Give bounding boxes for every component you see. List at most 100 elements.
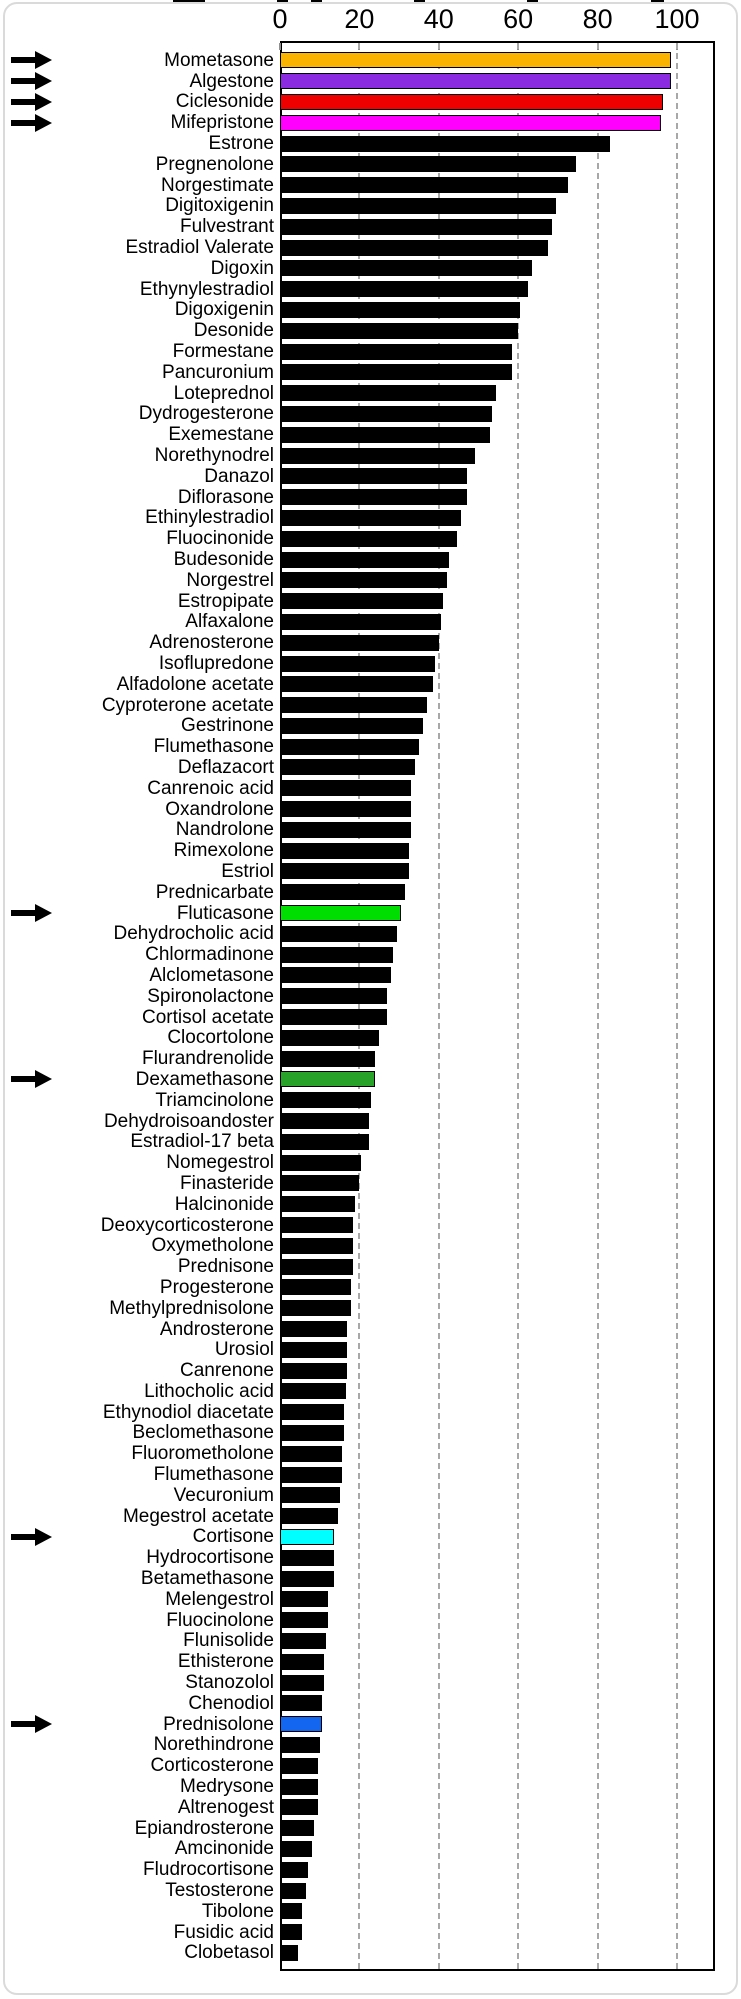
bar-row: Norethynodrel	[0, 445, 741, 466]
bar-row: Digoxigenin	[0, 300, 741, 321]
bar	[280, 801, 411, 818]
bar	[280, 1092, 372, 1109]
bar	[280, 905, 402, 922]
bar	[280, 1237, 354, 1254]
bar-row: Diflorasone	[0, 487, 741, 508]
bar	[280, 738, 419, 755]
bar	[280, 1341, 348, 1358]
bar-label: Vecuronium	[173, 1484, 274, 1506]
bar-label: Medrysone	[180, 1776, 274, 1798]
bar-label: Finasteride	[180, 1172, 274, 1194]
bar-row: Estriol	[0, 861, 741, 882]
bar-row: Chlormadinone	[0, 944, 741, 965]
bar-row: Amcinonide	[0, 1839, 741, 1860]
bar-label: Mometasone	[164, 49, 274, 71]
bar-label: Estropipate	[177, 590, 274, 612]
x-axis-tick-mark	[279, 43, 281, 50]
bar-row: Nomegestrol	[0, 1152, 741, 1173]
bar	[280, 1009, 388, 1026]
x-axis-tick-label: 100	[654, 4, 700, 34]
x-axis-tick-label: 0	[272, 4, 288, 34]
bar-row: Vecuronium	[0, 1485, 741, 1506]
bar	[280, 1944, 298, 1961]
bar	[280, 1591, 328, 1608]
bar	[280, 73, 672, 90]
bar-label: Adrenosterone	[149, 632, 274, 654]
bar-row: Melengestrol	[0, 1589, 741, 1610]
bar-row: Prednisone	[0, 1256, 741, 1277]
bar	[280, 634, 439, 651]
bar	[280, 1632, 326, 1649]
bar	[280, 655, 435, 672]
bar-row: Chenodiol	[0, 1693, 741, 1714]
bar-label: Fluocinolone	[166, 1609, 274, 1631]
bar-label: Clobetasol	[184, 1942, 274, 1964]
bar	[280, 52, 672, 69]
bar	[280, 821, 411, 838]
bar	[280, 1612, 328, 1629]
bar-label: Nandrolone	[175, 819, 274, 841]
bar-label: Pregnenolone	[155, 153, 274, 175]
top-edge-dash	[311, 0, 322, 4]
bar-label: Deoxycorticosterone	[100, 1214, 274, 1236]
bar-label: Altrenogest	[177, 1796, 274, 1818]
bar-label: Cortisol acetate	[141, 1006, 274, 1028]
bar	[280, 218, 552, 235]
arrow-icon	[9, 72, 53, 91]
bar-label: Flurandrenolide	[141, 1048, 274, 1070]
bar-row: Alfaxalone	[0, 612, 741, 633]
arrow-icon	[9, 51, 53, 70]
bar	[280, 1861, 308, 1878]
bar-label: Progesterone	[159, 1276, 274, 1298]
bar	[280, 1549, 334, 1566]
bar-row: Methylprednisolone	[0, 1298, 741, 1319]
bar-row: Fluocinolone	[0, 1610, 741, 1631]
bar	[280, 1404, 344, 1421]
bar	[280, 1924, 302, 1941]
gridline	[358, 43, 361, 1969]
bar	[280, 1820, 314, 1837]
bar-label: Androsterone	[159, 1318, 274, 1340]
bar	[280, 426, 491, 443]
bar-row: Lithocholic acid	[0, 1381, 741, 1402]
bar	[280, 405, 493, 422]
plot-area	[279, 41, 715, 1971]
bar	[280, 759, 415, 776]
bar-row: Isoflupredone	[0, 653, 741, 674]
bar-label: Ethynylestradiol	[139, 278, 274, 300]
bar	[280, 1674, 324, 1691]
bar	[280, 1653, 324, 1670]
bar	[280, 1778, 318, 1795]
bar-label: Betamethasone	[140, 1568, 274, 1590]
bar-row: Norgestimate	[0, 175, 741, 196]
bar-label: Desonide	[193, 320, 274, 342]
bar	[280, 1050, 376, 1067]
bar-label: Mifepristone	[170, 112, 275, 134]
bar	[280, 93, 664, 110]
gridline	[437, 43, 440, 1969]
bar-row: Estropipate	[0, 591, 741, 612]
bar	[280, 364, 513, 381]
bar-label: Tibolone	[201, 1900, 274, 1922]
bar	[280, 613, 441, 630]
bar-label: Prednicarbate	[155, 881, 274, 903]
bar-row: Rimexolone	[0, 840, 741, 861]
bar-row: Clocortolone	[0, 1027, 741, 1048]
bar	[280, 551, 449, 568]
x-axis-tick-label: 20	[344, 4, 375, 34]
bar-label: Melengestrol	[165, 1588, 274, 1610]
bar	[280, 572, 447, 589]
bar	[280, 156, 576, 173]
bar-label: Fluorometholone	[131, 1443, 274, 1465]
bar	[280, 1196, 356, 1213]
gridline	[517, 43, 520, 1969]
bar-row: Norgestrel	[0, 570, 741, 591]
bar	[280, 385, 497, 402]
top-edge-dash	[173, 0, 205, 4]
bar	[280, 1757, 318, 1774]
bar-row: Dehydroisoandoster	[0, 1111, 741, 1132]
bar-row: Budesonide	[0, 549, 741, 570]
bar-row: Flurandrenolide	[0, 1048, 741, 1069]
bar-label: Danazol	[204, 465, 274, 487]
